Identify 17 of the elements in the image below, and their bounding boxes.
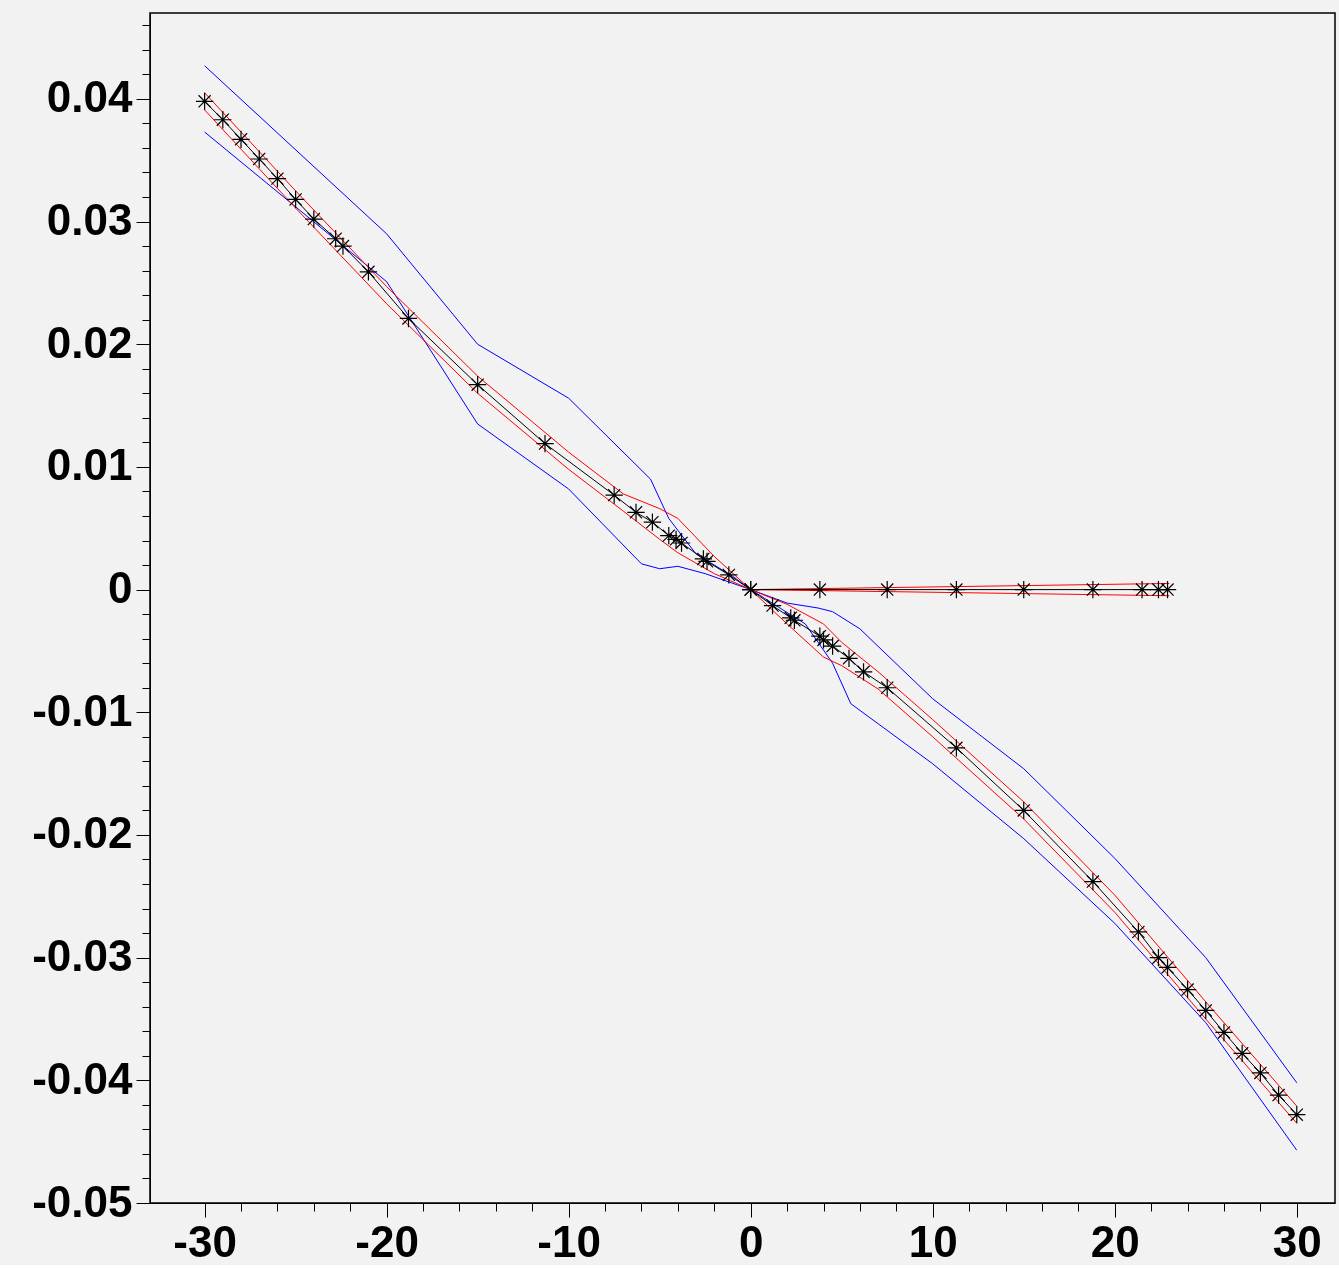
x-tick-label: 10 <box>908 1216 958 1266</box>
x-tick-label: 20 <box>1090 1216 1140 1266</box>
y-tick-label: 0.03 <box>46 195 133 245</box>
y-tick-label: 0.02 <box>46 317 133 367</box>
y-tick-label: 0.04 <box>46 72 134 122</box>
x-tick-label: 0 <box>738 1216 764 1266</box>
y-tick-label: -0.02 <box>32 808 133 858</box>
y-tick-label: 0.01 <box>46 440 133 490</box>
y-tick-label: -0.05 <box>32 1176 133 1226</box>
y-tick-label: -0.01 <box>32 685 133 735</box>
y-tick-label: -0.03 <box>32 931 133 981</box>
x-tick-label: -30 <box>173 1216 237 1266</box>
x-tick-label: -10 <box>537 1216 601 1266</box>
y-tick-label: 0 <box>108 563 133 613</box>
y-tick-label: -0.04 <box>32 1053 134 1103</box>
x-tick-label: -20 <box>355 1216 419 1266</box>
x-tick-label: 30 <box>1272 1216 1322 1266</box>
